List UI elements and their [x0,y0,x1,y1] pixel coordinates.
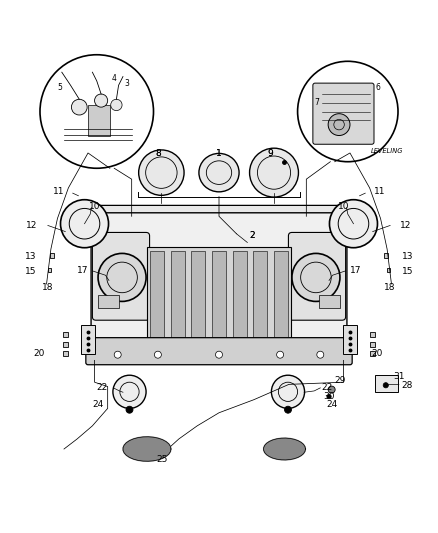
Text: 12: 12 [26,221,38,230]
Text: 17: 17 [77,266,88,276]
Circle shape [71,99,87,115]
Circle shape [113,375,146,408]
Circle shape [297,61,398,161]
Text: 22: 22 [321,383,333,392]
Text: 20: 20 [371,349,383,358]
Text: 11: 11 [53,187,64,196]
Bar [370,351,375,357]
Circle shape [111,99,122,111]
Bar [147,247,291,345]
Bar [63,351,68,357]
Text: 10: 10 [89,202,100,211]
Text: 11: 11 [374,187,385,196]
Bar [88,105,110,135]
Circle shape [60,200,109,248]
Circle shape [328,386,335,393]
Text: 24: 24 [92,400,103,409]
Bar [191,251,205,341]
Text: 5: 5 [57,83,62,92]
Text: 18: 18 [42,282,53,292]
Text: 2: 2 [249,231,254,240]
Bar [81,326,95,354]
Text: 17: 17 [350,266,361,276]
Bar [171,251,185,341]
Bar [212,251,226,341]
Circle shape [285,406,291,413]
Bar [370,342,375,347]
Text: 22: 22 [96,383,108,392]
FancyBboxPatch shape [92,232,150,320]
Text: 25: 25 [156,455,168,464]
Text: 7: 7 [315,98,320,107]
Bar [233,251,247,341]
Polygon shape [264,438,305,460]
Text: 9: 9 [268,149,273,158]
Bar [343,326,357,354]
Circle shape [139,150,184,195]
Text: 24: 24 [326,400,337,409]
Text: 1: 1 [216,149,222,158]
Text: LEVELING: LEVELING [371,148,403,154]
Circle shape [277,351,284,358]
Text: 13: 13 [402,253,413,261]
Text: 30: 30 [323,392,335,401]
FancyBboxPatch shape [313,83,374,144]
Circle shape [98,253,146,302]
Text: 4: 4 [112,74,117,83]
Polygon shape [71,205,367,216]
Text: 20: 20 [33,349,45,358]
Circle shape [250,148,298,197]
Circle shape [328,114,350,135]
Circle shape [114,351,121,358]
Text: 12: 12 [400,221,412,230]
Circle shape [40,55,153,168]
FancyBboxPatch shape [91,213,347,364]
Bar [319,295,340,308]
Text: 13: 13 [25,253,36,261]
Text: 6: 6 [376,83,381,92]
Bar [384,253,388,258]
Circle shape [154,351,161,358]
Bar [253,251,267,341]
Bar [63,342,68,347]
Text: 18: 18 [385,282,396,292]
Text: 8: 8 [156,149,162,158]
Text: 8: 8 [156,149,162,158]
Circle shape [272,375,304,408]
Bar [150,251,164,341]
Text: 31: 31 [393,372,405,381]
Ellipse shape [199,154,239,192]
Bar [387,268,390,272]
Circle shape [317,351,324,358]
Bar [98,295,119,308]
Circle shape [292,253,340,302]
Text: 28: 28 [401,381,413,390]
Bar [375,375,398,392]
Circle shape [327,394,331,399]
Text: 29: 29 [335,376,346,385]
Text: 9: 9 [268,149,273,158]
Text: 15: 15 [25,267,36,276]
Polygon shape [123,437,171,461]
Text: 3: 3 [125,79,130,87]
Bar [370,332,375,337]
Text: 2: 2 [249,231,254,239]
FancyBboxPatch shape [86,338,352,365]
Circle shape [126,406,133,413]
FancyBboxPatch shape [288,232,346,320]
Circle shape [329,200,378,248]
Text: 10: 10 [338,202,349,211]
Bar [50,253,54,258]
Circle shape [95,94,108,107]
Bar [48,268,51,272]
Bar [274,251,288,341]
Bar [63,332,68,337]
Circle shape [215,351,223,358]
Text: 1: 1 [216,149,222,158]
Circle shape [383,383,389,388]
Text: 15: 15 [402,267,413,276]
